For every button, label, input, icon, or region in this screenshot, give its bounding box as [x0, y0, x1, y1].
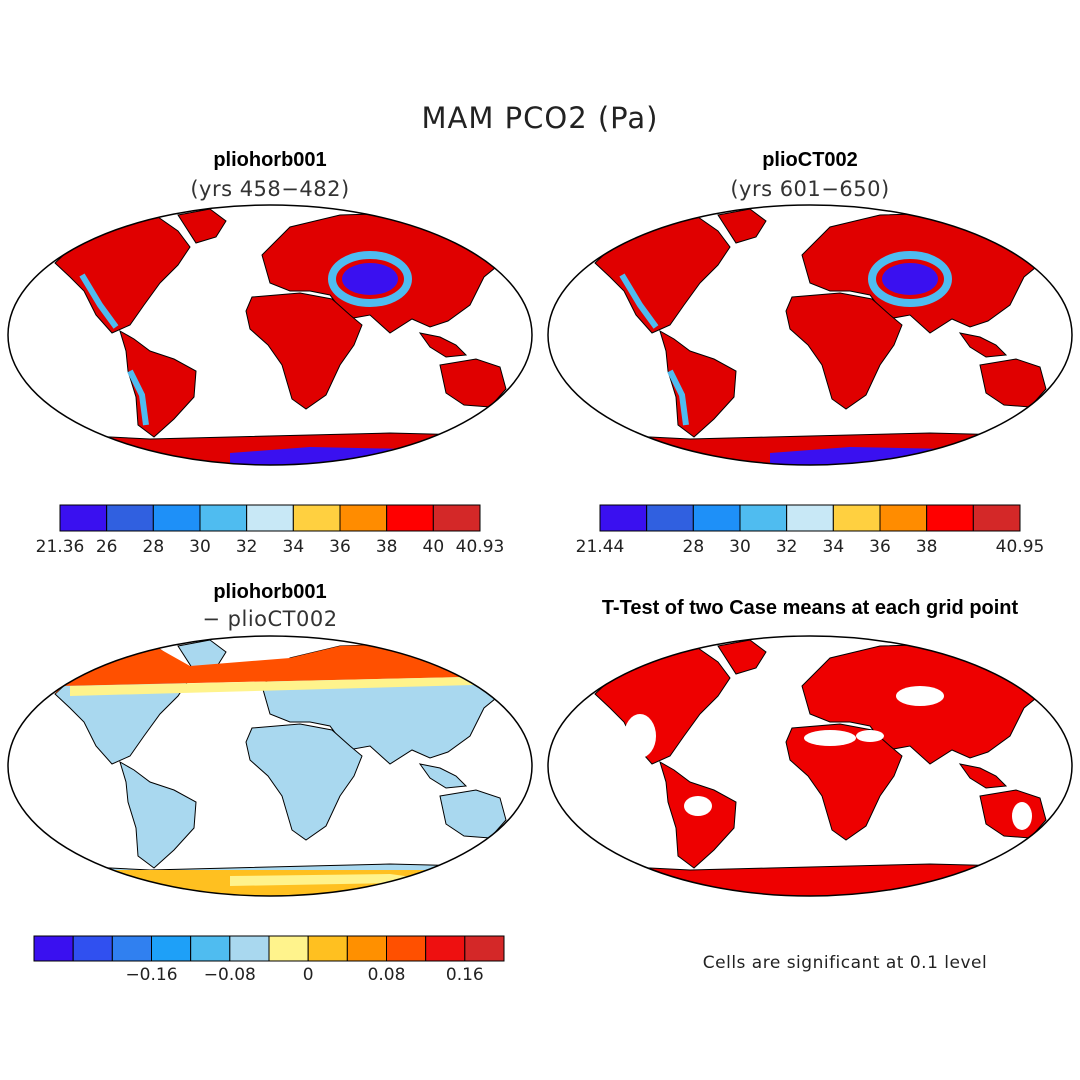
colorbar-swatch — [972, 504, 1021, 532]
non-significant-patch — [1012, 802, 1032, 830]
colorbar-tick-label: 40.93 — [456, 537, 505, 557]
colorbar-swatch — [646, 504, 694, 532]
colorbar-tick-label: 40.95 — [996, 537, 1045, 557]
figure-title: MAM PCO2 (Pa) — [422, 101, 659, 135]
colorbar-swatch — [59, 504, 108, 532]
colorbar-tick-label: 30 — [729, 537, 751, 557]
non-significant-patch — [804, 730, 856, 746]
colorbar-swatch — [425, 935, 466, 962]
colorbar-swatch — [692, 504, 741, 532]
colorbar-tick-label: 36 — [869, 537, 891, 557]
plateau-region — [342, 263, 398, 295]
colorbar-tick-label: −0.16 — [125, 965, 177, 985]
panel-4-title: T-Test of two Case means at each grid po… — [602, 597, 1019, 619]
colorbar-swatch — [190, 935, 231, 962]
colorbar-tick-label: 34 — [823, 537, 845, 557]
colorbar-swatch — [33, 935, 74, 962]
colorbar-swatch — [106, 504, 154, 532]
panel-1-title: pliohorb001 — [213, 149, 326, 171]
colorbar-tick-label: 36 — [329, 537, 351, 557]
colorbar-tick-label: 26 — [96, 537, 118, 557]
colorbar-tick-label: 21.44 — [576, 537, 625, 557]
colorbar-swatch — [151, 935, 192, 962]
rockies-ridge — [79, 273, 119, 329]
colorbar-panel-1: 21.36 26 28 30 32 34 36 38 40 40.93 — [36, 504, 505, 557]
plateau-halo — [328, 251, 412, 307]
antarctic-interior — [230, 447, 490, 465]
colorbar-swatch — [246, 504, 294, 532]
colorbar-swatch — [832, 504, 881, 532]
map-panel-1 — [7, 204, 533, 466]
antarctic-interior — [770, 447, 1030, 465]
colorbar-tick-label: 38 — [916, 537, 938, 557]
colorbar-tick-label: 40 — [423, 537, 445, 557]
colorbar-swatch — [926, 504, 974, 532]
panel-3-subtitle: − plioCT002 — [202, 607, 337, 631]
map-panel-4 — [547, 635, 1073, 897]
colorbar-swatch — [786, 504, 834, 532]
colorbar-swatch — [292, 504, 341, 532]
rockies-ridge — [619, 273, 659, 329]
colorbar-tick-label: 28 — [683, 537, 705, 557]
plateau-halo — [868, 251, 952, 307]
colorbar-tick-label: 0 — [303, 965, 314, 985]
andes-ridge — [127, 369, 149, 426]
colorbar-swatch — [432, 504, 481, 532]
colorbar-swatch — [739, 504, 788, 532]
arctic-yellow-band — [70, 676, 510, 696]
colorbar-swatch — [879, 504, 928, 532]
colorbar-swatch — [152, 504, 201, 532]
colorbar-swatch — [111, 935, 153, 962]
colorbar-tick-label: 0.08 — [368, 965, 406, 985]
colorbar-swatch — [268, 935, 309, 962]
colorbar-tick-label: 34 — [283, 537, 305, 557]
andes-ridge — [667, 369, 689, 426]
map-panel-3 — [7, 635, 533, 897]
plateau-region — [882, 263, 938, 295]
colorbar-panel-3: −0.16 −0.08 0 0.08 0.16 — [33, 935, 505, 985]
non-significant-patch — [856, 730, 884, 742]
panel-2-subtitle: (yrs 601−650) — [730, 177, 889, 201]
colorbar-tick-label: 28 — [143, 537, 165, 557]
panel-3-title: pliohorb001 — [213, 581, 326, 603]
colorbar-tick-label: 30 — [189, 537, 211, 557]
colorbar-tick-label: 0.16 — [446, 965, 484, 985]
colorbar-swatch — [464, 935, 505, 962]
colorbar-swatch — [307, 935, 348, 962]
colorbar-swatch — [229, 935, 270, 962]
non-significant-patch — [896, 686, 944, 706]
colorbar-tick-label: 32 — [236, 537, 258, 557]
colorbar-swatch — [386, 935, 427, 962]
panel-1-subtitle: (yrs 458−482) — [190, 177, 349, 201]
arctic-warm-band — [55, 644, 510, 694]
colorbar-swatch — [599, 504, 648, 532]
colorbar-swatch — [72, 935, 113, 962]
map-panel-2 — [547, 204, 1073, 466]
colorbar-tick-label: 32 — [776, 537, 798, 557]
antarctic-band — [8, 870, 532, 896]
colorbar-swatch — [339, 504, 388, 532]
colorbar-swatch — [199, 504, 248, 532]
colorbar-swatch — [386, 504, 434, 532]
colorbar-tick-label: 38 — [376, 537, 398, 557]
colorbar-swatch — [346, 935, 388, 962]
non-significant-patch — [684, 796, 712, 816]
colorbar-panel-2: 21.44 28 30 32 34 36 38 40.95 — [576, 504, 1045, 557]
non-significant-patch — [624, 714, 656, 758]
significance-note: Cells are significant at 0.1 level — [703, 953, 987, 973]
colorbar-tick-label: −0.08 — [204, 965, 256, 985]
panel-2-title: plioCT002 — [762, 149, 858, 171]
colorbar-tick-label: 21.36 — [36, 537, 85, 557]
